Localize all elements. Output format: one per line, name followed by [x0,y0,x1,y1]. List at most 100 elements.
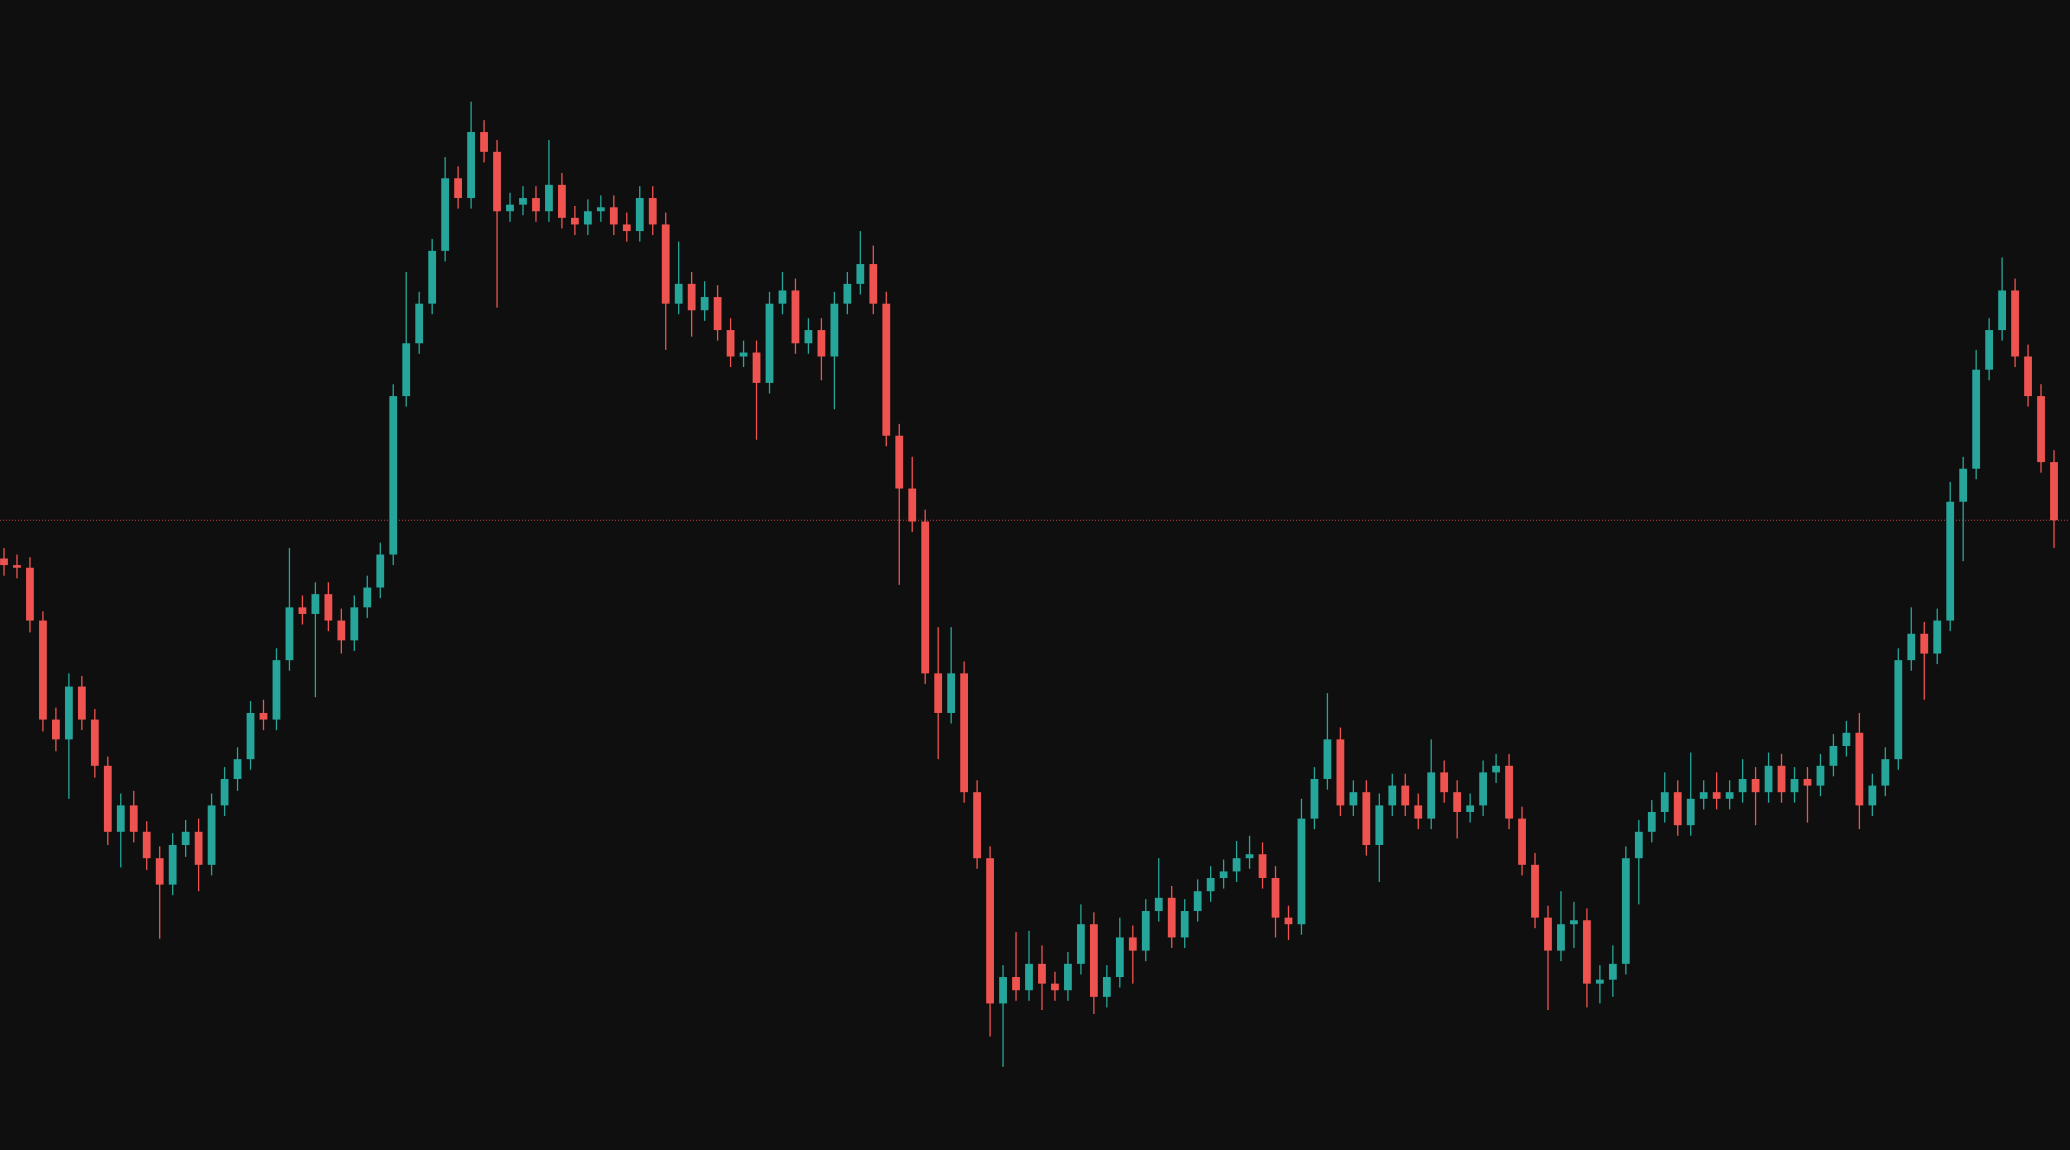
candle-body [1570,920,1578,925]
candle-body [583,211,592,225]
candle-body [895,435,904,489]
candle-body [726,330,735,357]
candle-body [778,290,787,304]
candle-body [389,396,398,555]
candle-body [1595,979,1604,984]
candle-body [233,759,242,779]
candle-body [26,567,34,621]
candle-body [1064,963,1072,991]
candle-body [493,151,501,212]
candle-body [765,303,774,383]
candle-body [64,686,73,740]
candle-body [570,217,579,225]
candle-body [1154,897,1163,912]
candle-body [1258,854,1267,879]
candle-body [2050,462,2058,521]
candle-body [1959,468,1968,502]
candle-body [1102,977,1111,997]
candle-body [1388,785,1397,806]
candle-body [1634,831,1643,859]
candle-body [947,673,956,713]
candle-body [752,352,761,383]
candle-body [194,831,203,865]
candle-body [1505,765,1513,819]
candle-body [13,565,21,568]
candle-body [1297,818,1306,925]
candle-body [1141,911,1150,951]
candle-body [791,290,800,344]
candle-body [1245,854,1254,859]
candle-body [1985,330,1994,370]
candle-body [52,719,60,740]
candle-body [1401,785,1410,806]
candle-body [90,719,99,766]
candle-body [480,132,488,152]
candle-body [1375,805,1384,846]
candle-body [1232,858,1241,872]
candle-body [1738,778,1747,793]
candle-body [1323,739,1332,779]
candle-body [415,303,424,344]
candle-body [1816,765,1825,786]
candle-body [2024,356,2032,397]
candle-body [1647,811,1656,832]
candle-body [220,778,229,806]
candle-body [1479,772,1488,806]
candle-body [1219,871,1228,879]
candle-body [661,224,670,304]
candle-body [207,805,216,865]
candle-body [908,488,917,522]
candle-body [1414,805,1423,819]
candle-body [1790,778,1799,793]
candle-body [376,554,385,588]
candle-body [1115,937,1124,978]
candle-body [428,250,437,304]
candle-body [2011,290,2019,357]
candle-body [324,594,333,621]
candle-body [506,204,514,212]
candle-body [1012,977,1020,991]
candle-body [337,620,346,641]
candle-body [830,303,839,357]
candle-body [545,184,553,212]
candle-body [402,343,411,397]
candle-body [596,207,605,212]
candle-body [39,620,47,720]
candle-body [1803,778,1812,786]
candle-body [1777,765,1786,793]
candle-body [1362,792,1371,846]
candle-body [986,858,994,1004]
candle-body [648,198,657,225]
candle-body [1180,911,1189,938]
candle-body [1583,920,1591,984]
candle-body [441,178,450,251]
candle-body [558,184,566,218]
candle-body [298,607,307,614]
candle-body [272,660,281,720]
candle-body [1025,963,1033,991]
candle-body [1998,290,2006,331]
candle-body [77,686,86,720]
candle-body [1621,858,1630,964]
candle-body [1531,864,1539,918]
candle-body [2037,396,2045,463]
candle-body [1077,924,1085,964]
candle-body [168,845,177,885]
candle-body [934,673,943,713]
candle-body [1492,765,1500,773]
candle-body [1868,785,1877,806]
candle-body [713,297,722,331]
candle-body [1440,772,1449,793]
candle-body [1038,963,1046,984]
candle-body [973,792,981,859]
candle-body [1842,732,1851,746]
candle-body [1051,983,1059,991]
candle-body [843,283,852,304]
candle-body [467,132,475,199]
candle-body [129,805,138,832]
candle-body [1829,745,1838,766]
candle-body [1673,792,1682,826]
candle-body [519,198,527,205]
